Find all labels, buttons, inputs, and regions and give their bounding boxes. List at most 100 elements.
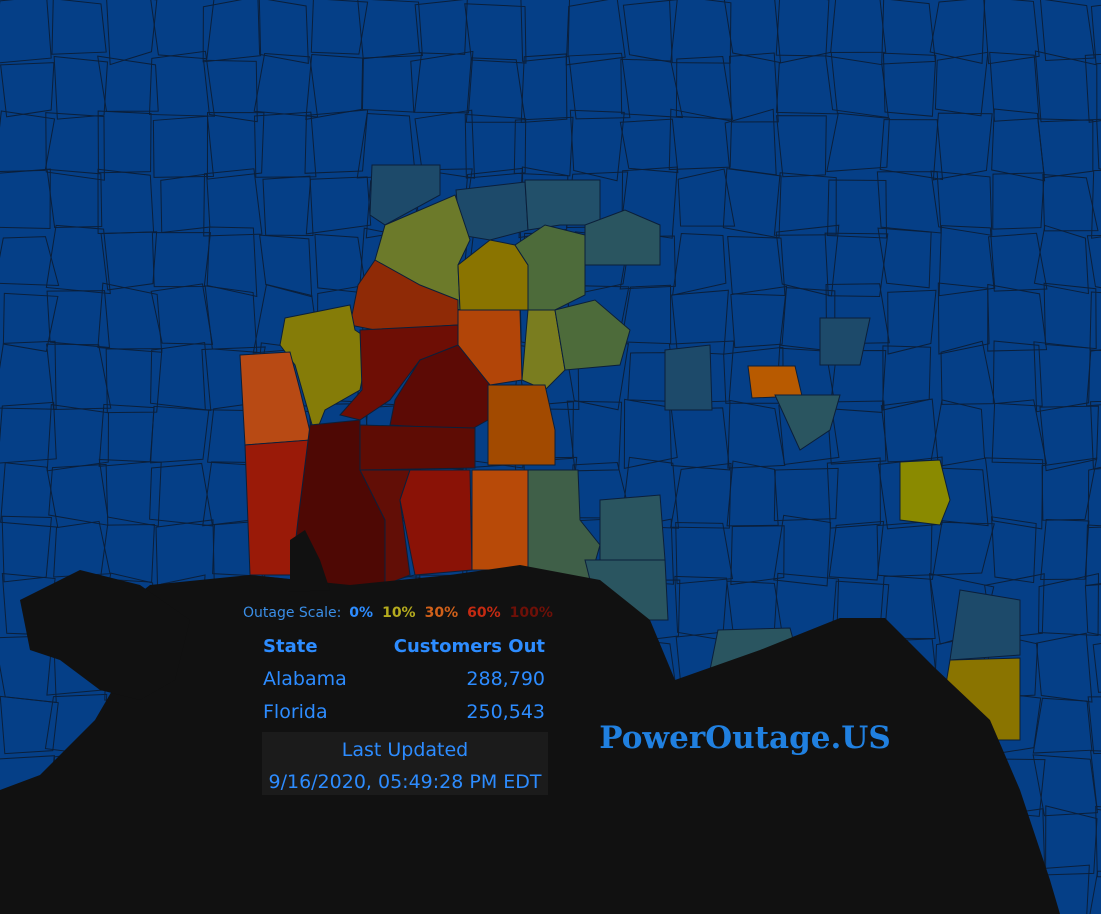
legend-level: 100% (510, 605, 553, 621)
county (987, 283, 1048, 352)
updated-time: 9/16/2020, 05:49:28 PM EDT (268, 771, 541, 793)
county (149, 462, 214, 527)
county (727, 235, 786, 296)
legend-level: 30% (425, 605, 459, 621)
county (1037, 118, 1094, 179)
county (730, 285, 788, 349)
county (938, 225, 996, 297)
county (554, 299, 631, 371)
state-name: Florida (263, 701, 328, 723)
county (369, 164, 441, 226)
county (1033, 341, 1091, 413)
county (414, 0, 468, 55)
county (1041, 457, 1098, 521)
county (991, 108, 1046, 182)
county (773, 514, 832, 587)
county (949, 589, 1021, 661)
county (304, 109, 369, 174)
county (98, 458, 162, 527)
county (984, 457, 1044, 530)
county (150, 341, 212, 412)
county (410, 50, 474, 114)
legend-level: 0% (349, 605, 373, 621)
county (1087, 696, 1101, 755)
county (46, 168, 103, 228)
county (1092, 642, 1101, 693)
county (206, 226, 258, 298)
county (675, 55, 734, 120)
county (929, 399, 986, 469)
county (1085, 524, 1101, 587)
county (930, 170, 993, 236)
county (524, 179, 601, 231)
county (46, 404, 109, 472)
county (1086, 349, 1101, 407)
county (1038, 572, 1099, 636)
county (774, 394, 841, 451)
county (46, 290, 111, 349)
county (1045, 805, 1098, 876)
updated-label: Last Updated (342, 739, 469, 761)
county (520, 53, 568, 124)
county (339, 324, 459, 421)
county (151, 232, 212, 288)
county (1090, 4, 1101, 65)
county (672, 232, 727, 296)
county (878, 574, 936, 639)
county (100, 231, 158, 291)
county (1033, 224, 1089, 295)
county (203, 59, 258, 123)
county (0, 0, 52, 64)
county (929, 0, 986, 64)
county (934, 51, 989, 117)
county (1032, 754, 1098, 817)
county (1039, 0, 1095, 62)
county (1095, 805, 1101, 878)
county (991, 399, 1048, 465)
county (1089, 870, 1101, 914)
county (664, 344, 713, 411)
legend-level: 60% (467, 605, 501, 621)
county (105, 348, 163, 414)
county (569, 109, 625, 182)
county (1043, 282, 1097, 350)
county (623, 398, 678, 469)
county (152, 115, 215, 178)
county (150, 283, 214, 345)
county (357, 0, 423, 59)
county (305, 53, 364, 120)
county (677, 168, 736, 227)
customers-out: 288,790 (466, 668, 545, 690)
county (827, 179, 887, 239)
county (668, 108, 732, 171)
county (202, 0, 262, 63)
county (775, 51, 838, 115)
county (1096, 118, 1101, 170)
county (747, 365, 803, 399)
county (51, 0, 107, 55)
county (726, 460, 779, 527)
county (359, 424, 476, 471)
county (0, 401, 57, 464)
brand: PowerOutage.US (599, 720, 890, 756)
county (53, 520, 111, 578)
county (620, 58, 684, 119)
county (1089, 291, 1101, 351)
county (773, 467, 839, 522)
county (983, 0, 1040, 65)
legend-levels: 0% 10% 30% 60% 100% (349, 605, 553, 621)
county (305, 176, 372, 235)
county (987, 232, 1048, 292)
county (2, 292, 59, 352)
county (0, 168, 51, 230)
county (675, 521, 734, 585)
county (0, 110, 56, 172)
county (932, 112, 993, 181)
county (826, 112, 890, 173)
county (773, 172, 837, 236)
county (568, 52, 631, 120)
county (1090, 400, 1101, 470)
county (990, 516, 1037, 584)
